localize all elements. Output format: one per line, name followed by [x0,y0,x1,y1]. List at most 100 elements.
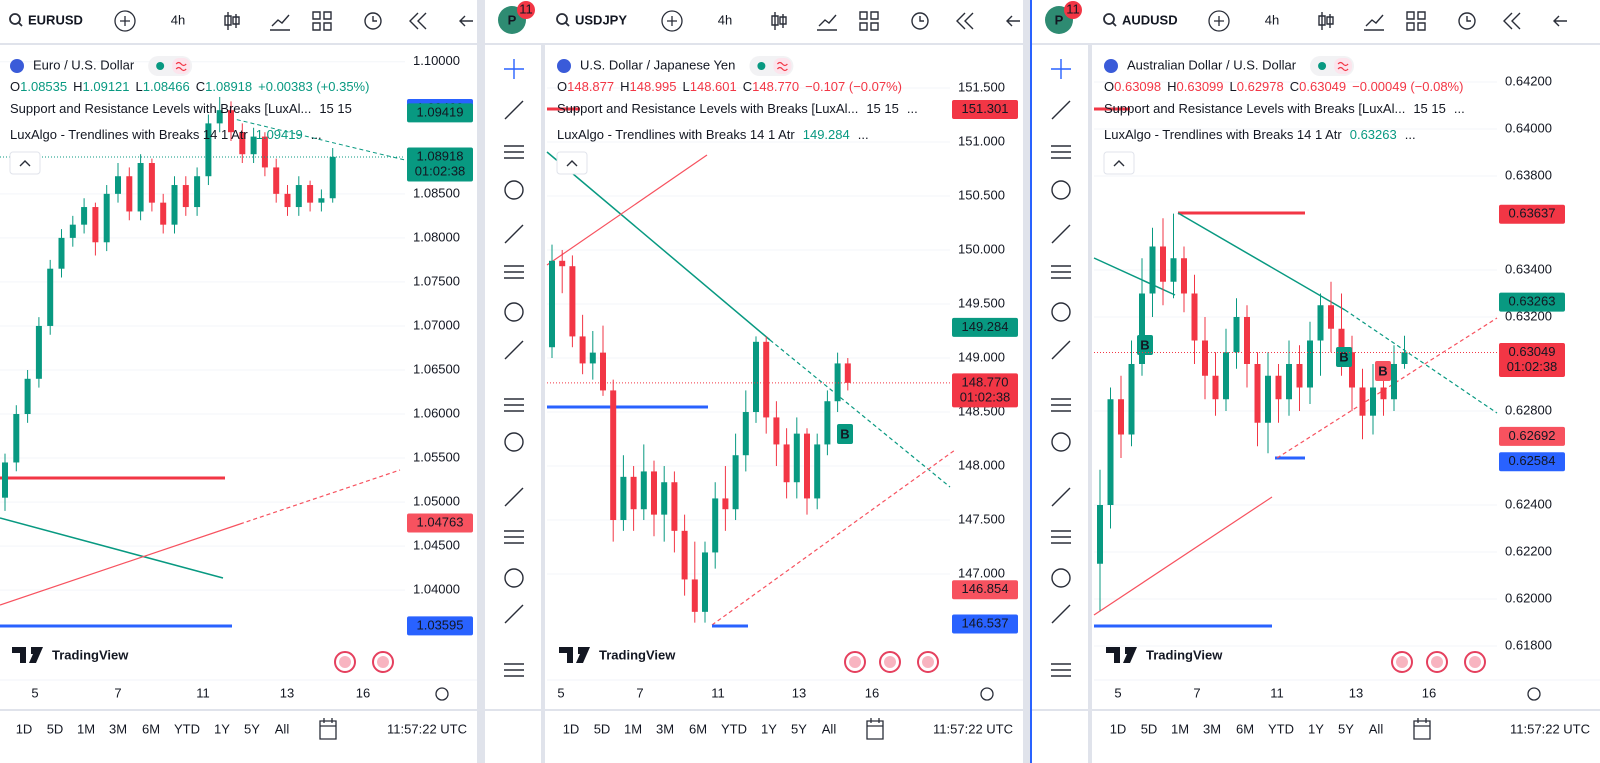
interval[interactable]: 4h [171,12,185,27]
toolbar-icon[interactable] [817,14,837,31]
drawing-tool[interactable] [1051,145,1071,159]
drawing-tool[interactable] [504,59,524,79]
indicator-legend[interactable]: LuxAlgo - Trendlines with Breaks 14 1 At… [557,127,869,142]
range-button[interactable]: 5D [1141,721,1158,736]
range-button[interactable]: 1D [16,721,33,736]
axis-settings[interactable] [980,687,994,701]
drawing-tool[interactable] [1051,530,1071,544]
drawing-tool[interactable] [504,302,524,322]
range-button[interactable]: YTD [1268,721,1294,736]
range-button[interactable]: All [275,721,290,736]
toolbar-icon[interactable] [364,12,382,30]
drawing-tool[interactable] [504,432,524,452]
range-button[interactable]: 6M [1236,721,1254,736]
range-button[interactable]: 3M [656,721,674,736]
compare-button[interactable] [661,10,683,32]
range-button[interactable]: 3M [1203,721,1221,736]
range-button[interactable]: 6M [142,721,160,736]
drawing-tool[interactable] [1051,180,1071,200]
goto-date-icon[interactable] [319,718,337,740]
toolbar-icon[interactable] [270,14,290,31]
range-button[interactable]: 5D [47,721,64,736]
collapse-button[interactable] [9,151,41,175]
collapse-button[interactable] [556,151,588,175]
range-button[interactable]: 3M [109,721,127,736]
indicator-legend[interactable]: Support and Resistance Levels with Break… [10,101,352,116]
toolbar-icon[interactable] [956,12,974,30]
drawing-tool[interactable] [1051,265,1071,279]
drawing-tool[interactable] [1051,568,1071,588]
drawing-tool[interactable] [504,224,524,244]
drawing-tool[interactable] [504,568,524,588]
range-button[interactable]: 1Y [1308,721,1324,736]
toolbar-icon[interactable] [1318,12,1334,30]
toolbar-icon[interactable] [1364,14,1384,31]
toolbar-icon[interactable] [312,11,332,31]
indicator-legend[interactable]: Support and Resistance Levels with Break… [1104,101,1465,116]
range-button[interactable]: 6M [689,721,707,736]
drawing-tool[interactable] [1051,604,1071,624]
drawing-tool[interactable] [1051,224,1071,244]
symbol[interactable]: USDJPY [575,12,627,27]
range-button[interactable]: 1D [563,721,580,736]
drawing-tool[interactable] [504,530,524,544]
toolbar-icon[interactable] [409,12,427,30]
toolbar-icon[interactable] [1458,12,1476,30]
symbol[interactable]: EURUSD [28,12,83,27]
drawing-tool[interactable] [504,487,524,507]
interval[interactable]: 4h [718,12,732,27]
indicator-legend[interactable]: LuxAlgo - Trendlines with Breaks 14 1 At… [1104,127,1416,142]
toolbar-icon[interactable] [859,11,879,31]
drawing-tool[interactable] [504,398,524,412]
drawing-tool[interactable] [504,265,524,279]
range-button[interactable]: 1M [77,721,95,736]
range-button[interactable]: 5Y [244,721,260,736]
drawing-tool[interactable] [1051,59,1071,79]
interval[interactable]: 4h [1265,12,1279,27]
toolbar-icon[interactable] [224,12,240,30]
toolbar-icon[interactable] [1006,15,1020,27]
toolbar-icon[interactable] [1503,12,1521,30]
range-button[interactable]: 5D [594,721,611,736]
goto-date-icon[interactable] [866,718,884,740]
drawing-tool[interactable] [504,663,524,677]
range-button[interactable]: 1Y [761,721,777,736]
toolbar-icon[interactable] [1553,15,1567,27]
range-button[interactable]: All [822,721,837,736]
compare-button[interactable] [1208,10,1230,32]
drawing-tool[interactable] [1051,100,1071,120]
collapse-button[interactable] [1103,151,1135,175]
drawing-tool[interactable] [504,145,524,159]
range-button[interactable]: YTD [174,721,200,736]
drawing-tool[interactable] [1051,432,1071,452]
drawing-tool[interactable] [1051,340,1071,360]
drawing-tool[interactable] [504,340,524,360]
goto-date-icon[interactable] [1413,718,1431,740]
drawing-tool[interactable] [1051,663,1071,677]
range-button[interactable]: 1M [624,721,642,736]
range-button[interactable]: 1D [1110,721,1127,736]
indicator-legend[interactable]: Support and Resistance Levels with Break… [557,101,918,116]
toolbar-icon[interactable] [771,12,787,30]
range-button[interactable]: 5Y [1338,721,1354,736]
toolbar-icon[interactable] [459,15,473,27]
axis-settings[interactable] [1527,687,1541,701]
compare-button[interactable] [114,10,136,32]
drawing-tool[interactable] [504,604,524,624]
toolbar-icon[interactable] [1406,11,1426,31]
toolbar-icon[interactable] [911,12,929,30]
range-button[interactable]: 1M [1171,721,1189,736]
drawing-tool[interactable] [1051,398,1071,412]
drawing-tool[interactable] [504,180,524,200]
range-button[interactable]: 5Y [791,721,807,736]
drawing-tool[interactable] [504,100,524,120]
axis-settings[interactable] [435,687,449,701]
symbol[interactable]: AUDUSD [1122,12,1178,27]
drawing-tool[interactable] [1051,302,1071,322]
range-button[interactable]: All [1369,721,1384,736]
indicator-legend[interactable]: LuxAlgo - Trendlines with Breaks 14 1 At… [10,127,322,142]
drawing-tool[interactable] [1051,487,1071,507]
range-button[interactable]: YTD [721,721,747,736]
range-button[interactable]: 1Y [214,721,230,736]
